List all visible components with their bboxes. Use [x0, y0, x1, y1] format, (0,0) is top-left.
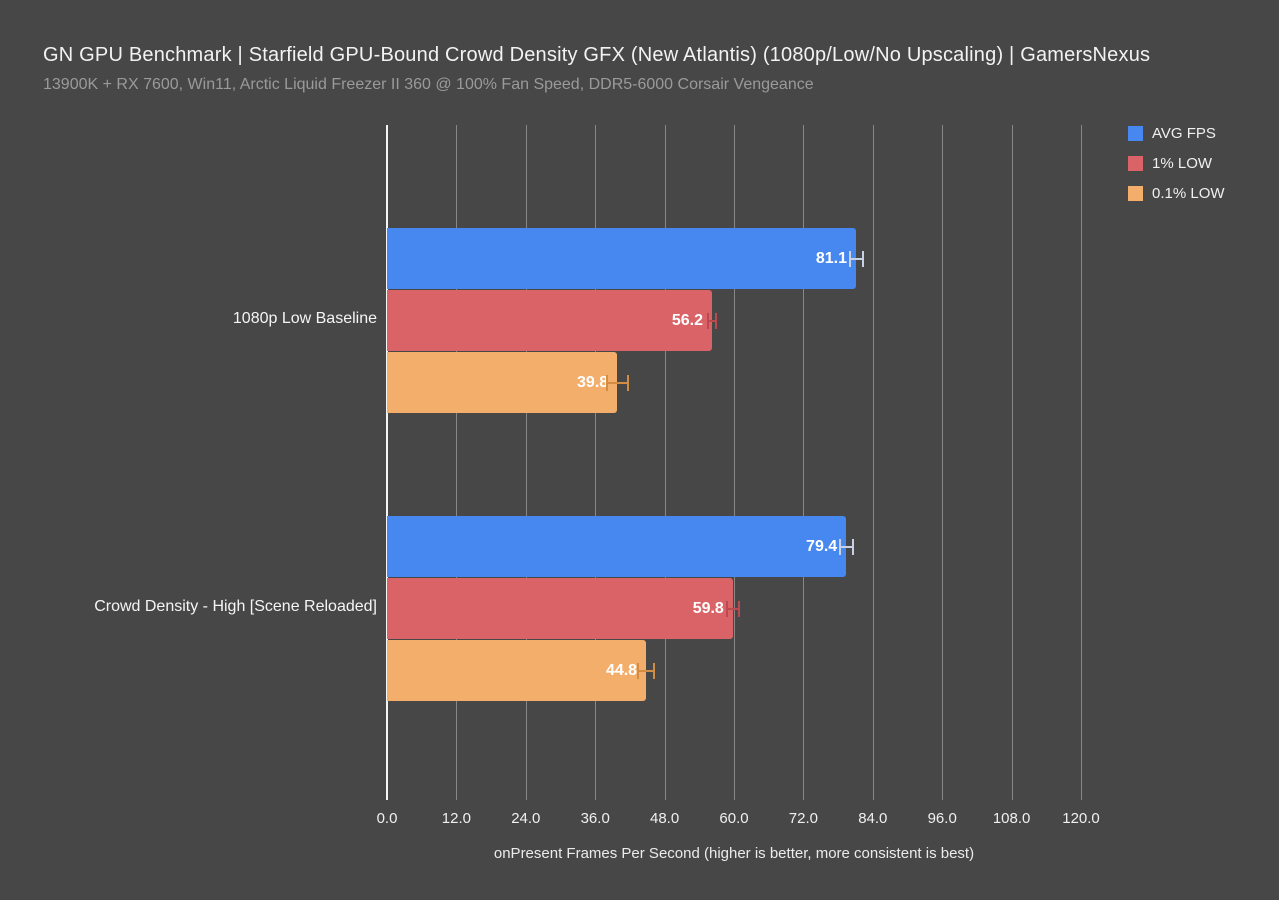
category-label: 1080p Low Baseline — [232, 309, 377, 327]
error-bar — [725, 600, 740, 617]
error-bar-part — [605, 374, 608, 391]
legend-swatch — [1128, 156, 1143, 171]
x-tick-label: 108.0 — [992, 810, 1031, 827]
error-bar-part — [605, 381, 629, 384]
x-tick-label: 0.0 — [376, 810, 398, 827]
error-bar-part — [715, 312, 718, 329]
bar-value-label: 79.4 — [806, 537, 838, 555]
x-tick-label: 36.0 — [580, 810, 610, 827]
bar-avg-fps: 79.4 — [387, 516, 847, 577]
error-bar-part — [848, 250, 851, 267]
bar-0-1-low: 44.8 — [387, 640, 647, 701]
x-tick-label: 60.0 — [719, 810, 749, 827]
gridline — [525, 125, 527, 800]
gridline — [595, 125, 597, 800]
error-bar — [706, 312, 718, 329]
legend-item-1pct-low: 1% LOW — [1128, 155, 1225, 172]
gridline — [664, 125, 666, 800]
x-tick-label: 12.0 — [441, 810, 471, 827]
gridline — [734, 125, 735, 800]
legend-swatch — [1128, 186, 1143, 201]
bar-value-label: 39.8 — [577, 373, 609, 391]
error-bar — [605, 374, 629, 391]
error-bar-part — [725, 607, 740, 610]
legend-label: AVG FPS — [1152, 125, 1216, 142]
legend-label: 0.1% LOW — [1152, 185, 1225, 202]
bar-value-label: 81.1 — [815, 249, 848, 267]
gridline — [803, 125, 805, 800]
x-tick-label: 96.0 — [927, 810, 957, 827]
x-tick-label: 120.0 — [1062, 810, 1100, 827]
bar-1-low: 59.8 — [387, 578, 733, 639]
bar-value-label: 59.8 — [692, 599, 724, 617]
error-bar-part — [737, 600, 740, 617]
category-label: Crowd Density - High [Scene Reloaded] — [94, 597, 377, 615]
chart-subtitle: 13900K + RX 7600, Win11, Arctic Liquid F… — [43, 76, 814, 93]
error-bar — [637, 662, 655, 679]
gridline — [1081, 125, 1082, 800]
error-bar-part — [637, 669, 655, 672]
x-axis-label: onPresent Frames Per Second (higher is b… — [493, 845, 975, 862]
x-tick-label: 84.0 — [858, 810, 888, 827]
bar-0-1-low: 39.8 — [387, 352, 618, 413]
chart-title: GN GPU Benchmark | Starfield GPU-Bound C… — [43, 44, 1151, 66]
legend-label: 1% LOW — [1152, 155, 1213, 172]
error-bar-part — [848, 257, 864, 260]
error-bar-part — [652, 662, 655, 679]
error-bar — [838, 538, 854, 555]
x-tick-label: 48.0 — [649, 810, 680, 827]
x-tick-label: 72.0 — [788, 810, 818, 827]
bar-value-label: 56.2 — [671, 311, 704, 329]
error-bar-part — [851, 538, 854, 555]
gridline — [942, 125, 944, 800]
bar-value-label: 44.8 — [605, 661, 638, 679]
bar-avg-fps: 81.1 — [387, 228, 857, 289]
gridline — [456, 125, 458, 800]
error-bar — [848, 250, 864, 267]
error-bar-part — [861, 250, 864, 267]
error-bar-part — [626, 374, 629, 391]
legend-item-01pct-low: 0.1% LOW — [1128, 185, 1225, 202]
bar-1-low: 56.2 — [387, 290, 713, 351]
legend-swatch — [1128, 126, 1143, 141]
x-axis-ticks: 0.0 12.0 24.0 36.0 48.0 60.0 72.0 84.0 96.0 108.0… — [377, 810, 1100, 830]
error-bar-part — [706, 319, 718, 322]
error-bar-part — [838, 545, 854, 548]
error-bar-part — [725, 600, 728, 617]
x-tick-label: 24.0 — [511, 810, 541, 827]
error-bar-part — [706, 312, 709, 329]
error-bar-part — [637, 662, 640, 679]
legend-item-avg-fps: AVG FPS — [1128, 125, 1225, 142]
plot-area: 81.1 56.2 39.8 79.4 59.8 44.8 — [386, 125, 1082, 800]
legend: AVG FPS 1% LOW 0.1% LOW — [1128, 125, 1225, 216]
y-axis-line — [386, 125, 388, 800]
gridline — [1011, 125, 1013, 800]
error-bar-part — [838, 538, 841, 555]
gridline — [872, 125, 874, 800]
